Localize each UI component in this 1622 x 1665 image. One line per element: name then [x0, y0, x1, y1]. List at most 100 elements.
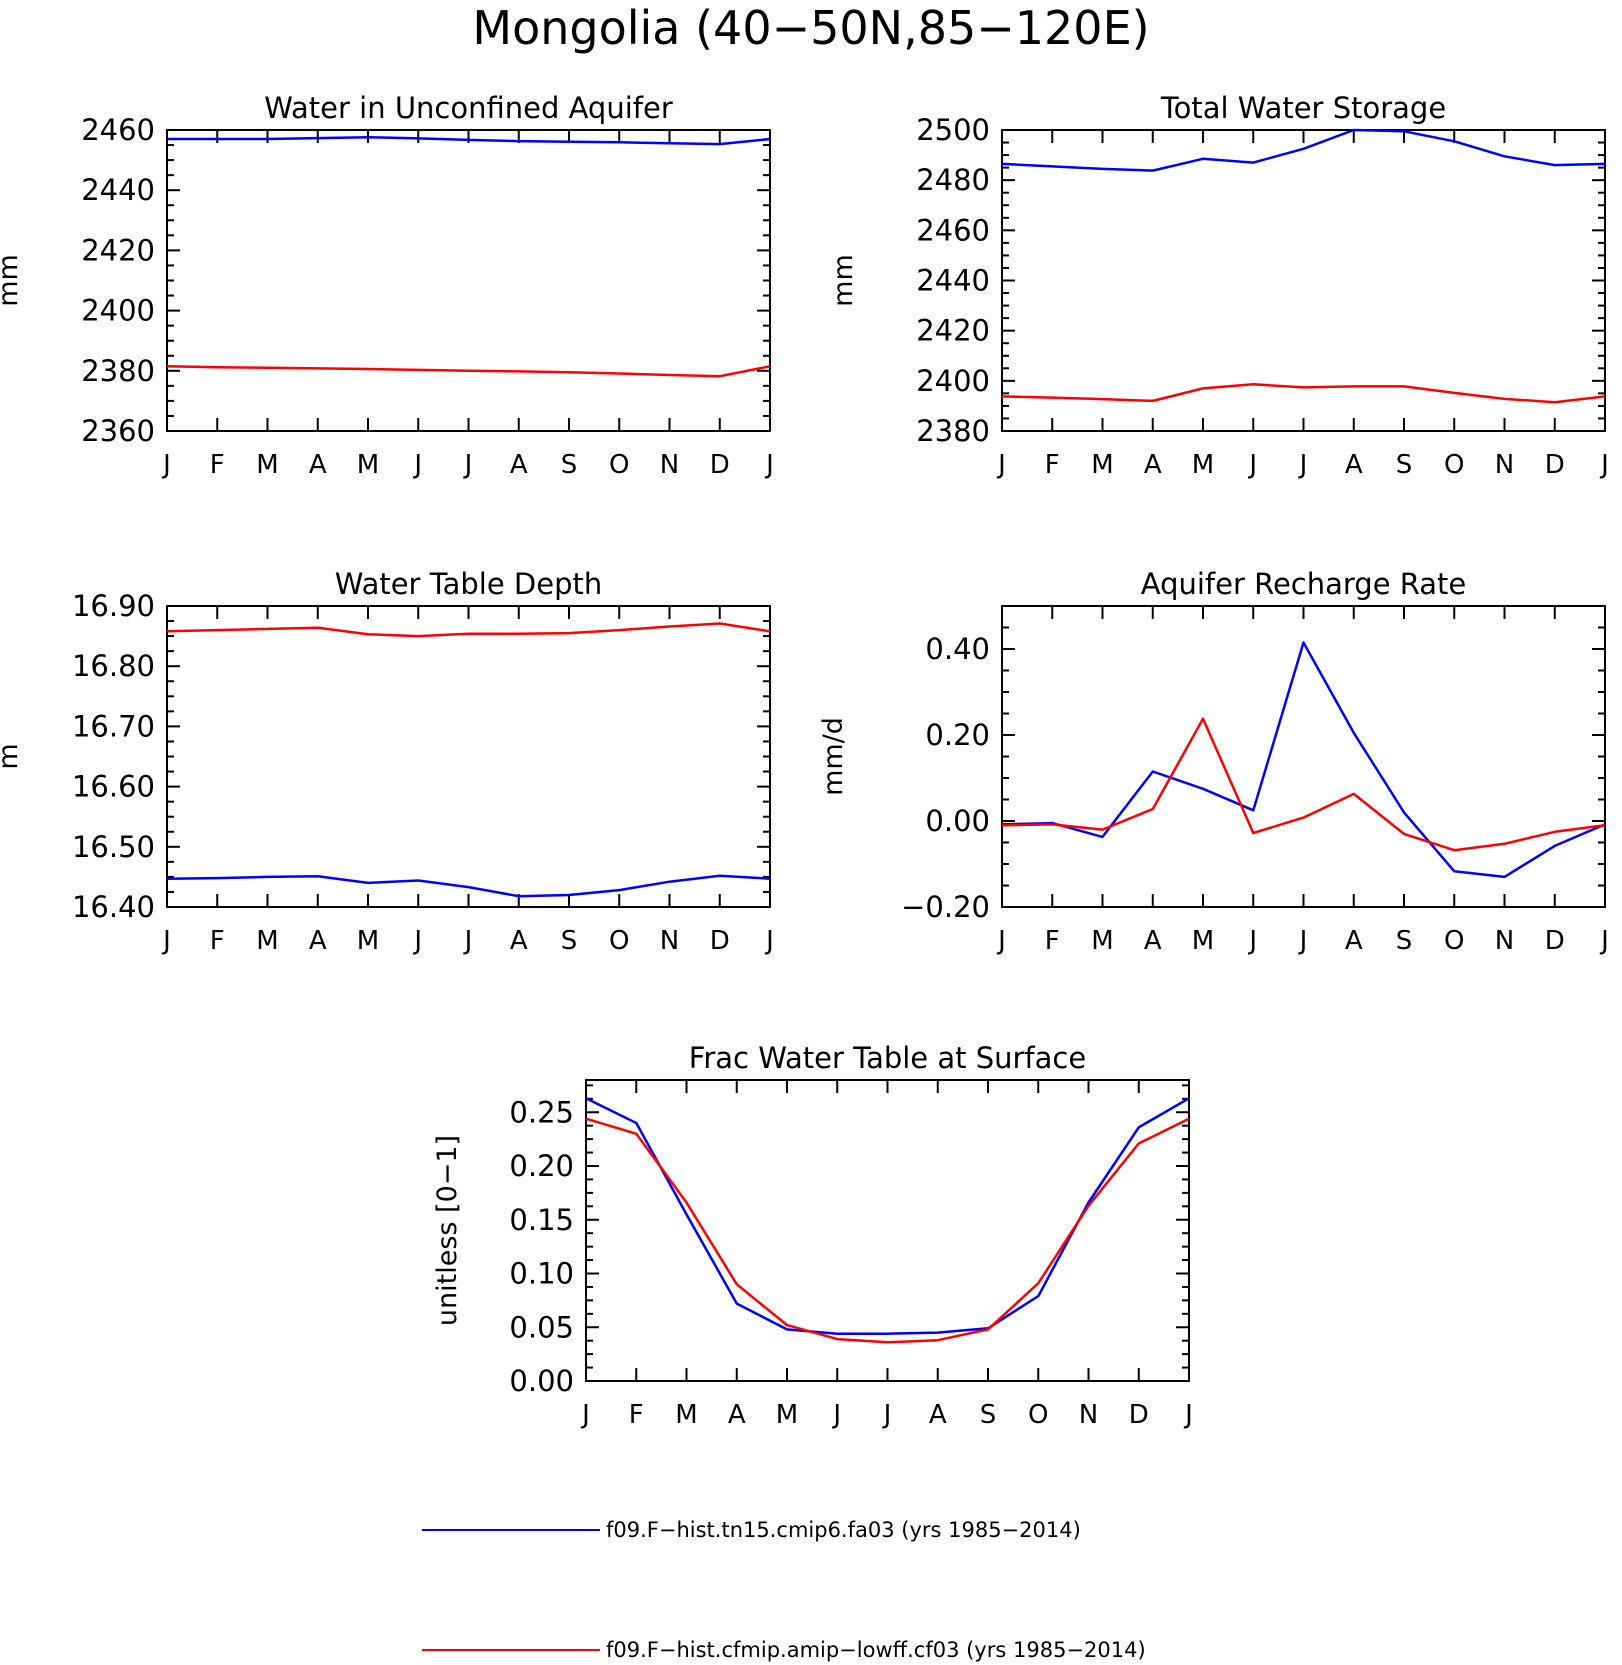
y-tick-label: 2400	[916, 364, 990, 398]
series-line-2	[585, 1117, 1190, 1344]
x-tick-label: J	[1599, 450, 1609, 480]
x-tick-label: J	[1599, 926, 1609, 956]
x-tick-label: A	[309, 926, 327, 956]
y-tick-label: 16.90	[72, 589, 155, 623]
x-tick-label: A	[1345, 450, 1363, 480]
x-tick-label: J	[1183, 1400, 1193, 1430]
y-axis-label: mm	[0, 254, 24, 307]
x-tick-label: N	[1079, 1400, 1098, 1430]
y-tick-label: 0.20	[925, 718, 990, 752]
y-tick-label: 2480	[916, 163, 990, 197]
y-tick-label: −0.20	[901, 890, 990, 924]
x-tick-label: A	[728, 1400, 746, 1430]
y-axis-label: unitless [0−1]	[432, 1135, 463, 1326]
x-tick-label: M	[675, 1400, 697, 1430]
x-tick-label: N	[1495, 926, 1514, 956]
y-tick-label: 2420	[81, 233, 155, 267]
x-tick-label: J	[1298, 450, 1308, 480]
x-tick-label: M	[357, 926, 379, 956]
x-tick-label: S	[1396, 450, 1413, 480]
series-line-1	[1001, 128, 1606, 172]
plot-frame	[166, 129, 771, 432]
x-tick-label: A	[510, 926, 528, 956]
x-tick-label: S	[1396, 926, 1413, 956]
x-tick-label: M	[1091, 926, 1113, 956]
x-tick-label: J	[161, 450, 171, 480]
x-tick-label: A	[1144, 926, 1162, 956]
x-tick-label: O	[609, 450, 629, 480]
x-tick-label: A	[510, 450, 528, 480]
x-tick-label: J	[412, 926, 422, 956]
y-tick-label: 2440	[916, 264, 990, 298]
x-tick-label: S	[561, 450, 578, 480]
series-line-2	[1001, 383, 1606, 404]
y-tick-label: 0.20	[509, 1149, 574, 1183]
x-tick-label: M	[1192, 926, 1214, 956]
x-tick-label: M	[776, 1400, 798, 1430]
x-tick-label: J	[580, 1400, 590, 1430]
series-line-2	[166, 365, 771, 378]
chart-title: Frac Water Table at Surface	[689, 1041, 1086, 1075]
x-tick-label: D	[710, 450, 730, 480]
x-tick-label: O	[1028, 1400, 1048, 1430]
y-tick-label: 2460	[81, 113, 155, 147]
x-tick-label: F	[1045, 926, 1060, 956]
y-tick-label: 0.00	[509, 1364, 574, 1398]
y-tick-label: 16.60	[72, 770, 155, 804]
plot-frame	[1001, 129, 1606, 432]
legend-label-series-1: f09.F−hist.tn15.cmip6.fa03 (yrs 1985−201…	[606, 1518, 1081, 1542]
plot-frame	[585, 1079, 1190, 1382]
x-tick-label: J	[463, 450, 473, 480]
x-tick-label: J	[882, 1400, 892, 1430]
x-tick-label: A	[309, 450, 327, 480]
x-tick-label: J	[764, 926, 774, 956]
y-tick-label: 2400	[81, 294, 155, 328]
y-tick-label: 0.40	[925, 632, 990, 666]
plot-frame	[1001, 605, 1606, 908]
x-tick-label: D	[710, 926, 730, 956]
x-tick-label: J	[764, 450, 774, 480]
chart-title: Water Table Depth	[335, 567, 603, 601]
x-tick-label: M	[256, 450, 278, 480]
x-tick-label: J	[1247, 926, 1257, 956]
series-line-1	[1001, 641, 1606, 879]
y-tick-label: 2500	[916, 113, 990, 147]
x-tick-label: F	[210, 926, 225, 956]
y-tick-label: 2380	[916, 414, 990, 448]
x-tick-label: J	[463, 926, 473, 956]
x-tick-label: A	[1144, 450, 1162, 480]
chart-frac-water-table-at-surface: Frac Water Table at Surface unitless [0−1…	[432, 1041, 1193, 1430]
y-tick-label: 2440	[81, 173, 155, 207]
x-tick-label: D	[1129, 1400, 1149, 1430]
x-tick-label: M	[256, 926, 278, 956]
x-tick-label: J	[996, 450, 1006, 480]
y-tick-label: 0.10	[509, 1257, 574, 1291]
y-axis-label: m	[0, 743, 24, 769]
x-tick-label: O	[1444, 450, 1464, 480]
figure-title: Mongolia (40−50N,85−120E)	[472, 1, 1149, 55]
y-tick-label: 0.15	[509, 1203, 574, 1237]
x-tick-label: J	[1247, 450, 1257, 480]
plot-frame	[166, 605, 771, 908]
y-axis-label: mm	[828, 254, 859, 307]
y-tick-label: 0.05	[509, 1310, 574, 1344]
y-axis-label: mm/d	[818, 717, 849, 796]
y-tick-label: 2460	[916, 213, 990, 247]
x-tick-label: N	[1495, 450, 1514, 480]
x-tick-label: A	[1345, 926, 1363, 956]
x-tick-label: O	[609, 926, 629, 956]
chart-title: Water in Unconfined Aquifer	[264, 91, 673, 125]
x-tick-label: S	[561, 926, 578, 956]
legend: f09.F−hist.tn15.cmip6.fa03 (yrs 1985−201…	[422, 1518, 1146, 1662]
y-tick-label: 16.40	[72, 890, 155, 924]
y-tick-label: 16.50	[72, 830, 155, 864]
x-tick-label: A	[929, 1400, 947, 1430]
x-tick-label: M	[1192, 450, 1214, 480]
legend-label-series-2: f09.F−hist.cfmip.amip−lowff.cf03 (yrs 19…	[606, 1638, 1146, 1662]
chart-water-table-depth: Water Table DepthmJFMAMJJASONDJ16.4016.5…	[0, 567, 774, 956]
series-line-1	[585, 1097, 1190, 1335]
x-tick-label: J	[1298, 926, 1308, 956]
